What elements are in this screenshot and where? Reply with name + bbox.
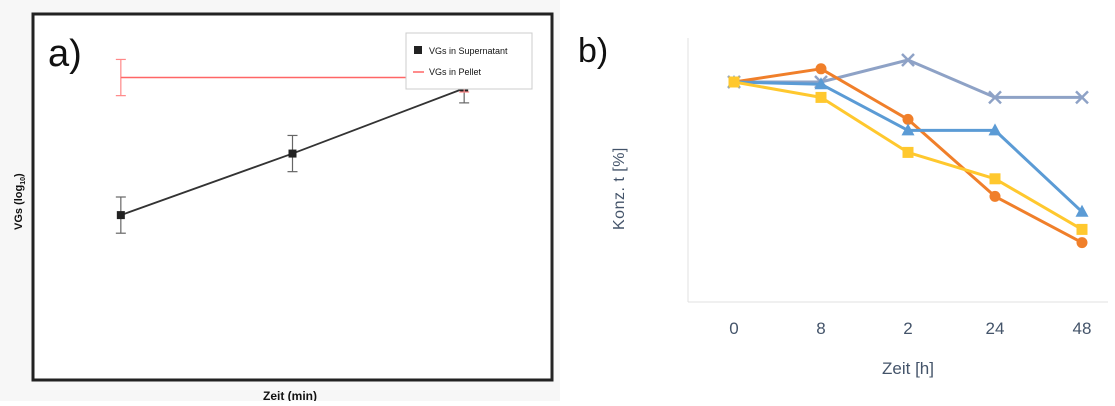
chart-a-y-axis-label-suffix: ): [13, 173, 25, 177]
chart-b-point-square: [989, 173, 1001, 185]
chart-b-point-circle: [815, 63, 827, 75]
chart-b-point-triangle: [814, 77, 828, 90]
chart-a-panel-label: a): [48, 33, 82, 75]
chart-b-point-circle: [1076, 237, 1088, 249]
chart-b-point-x: [988, 90, 1002, 105]
chart-a-y-axis-label-subscript: 10: [20, 177, 27, 185]
chart-b-svg: b) Konz. t [%] Zeit [h] 0 8 2 24 48: [578, 32, 1108, 378]
chart-b-x-tick-label: 48: [1073, 319, 1092, 338]
chart-b-point-square: [902, 146, 914, 158]
chart-a-point-supernatant: [288, 149, 297, 158]
chart-b-x-tick-label: 24: [986, 319, 1005, 338]
chart-b-point-square: [815, 91, 827, 103]
chart-a-series-group: [115, 58, 470, 234]
chart-a-panel: a) Zeit (min) VGs (log10) VGs in Superna…: [0, 0, 560, 403]
chart-b-x-tick-label: 2: [903, 319, 912, 338]
chart-b-y-axis-label: Konz. t [%]: [611, 147, 628, 230]
chart-a-y-axis-label: VGs (log10): [13, 173, 27, 230]
chart-b-point-triangle: [988, 123, 1002, 136]
chart-b-x-tick-label: 0: [729, 319, 738, 338]
chart-b-point-circle: [989, 190, 1001, 202]
chart-a-legend-marker-supernatant: [414, 46, 422, 54]
chart-b-x-ticks: 0 8 2 24 48: [729, 319, 1091, 338]
chart-b-point-square: [1076, 223, 1088, 235]
chart-b-point-triangle: [901, 123, 915, 136]
chart-b-series-group: [727, 53, 1089, 249]
chart-a-point-supernatant: [116, 211, 125, 220]
chart-b-point-square: [728, 76, 740, 88]
chart-b-panel: b) Konz. t [%] Zeit [h] 0 8 2 24 48: [560, 0, 1115, 401]
chart-a-svg: a) Zeit (min) VGs (log10) VGs in Superna…: [13, 12, 554, 403]
chart-b-point-x: [1075, 90, 1089, 105]
chart-b-point-triangle: [1075, 204, 1089, 217]
chart-a-legend-label-supernatant: VGs in Supernatant: [429, 46, 508, 56]
chart-b-point-circle: [902, 113, 914, 125]
chart-b-x-tick-label: 8: [816, 319, 825, 338]
chart-b-x-axis-label: Zeit [h]: [882, 359, 934, 378]
chart-a-y-axis-label-main: VGs (log: [13, 185, 25, 230]
chart-a-legend: VGs in Supernatant VGs in Pellet: [405, 32, 533, 90]
chart-b-panel-label: b): [578, 32, 608, 70]
chart-b-point-x: [901, 53, 915, 67]
chart-a-legend-label-pellet: VGs in Pellet: [429, 67, 482, 77]
chart-a-legend-box: [405, 32, 533, 90]
chart-a-x-axis-label: Zeit (min): [263, 389, 317, 401]
